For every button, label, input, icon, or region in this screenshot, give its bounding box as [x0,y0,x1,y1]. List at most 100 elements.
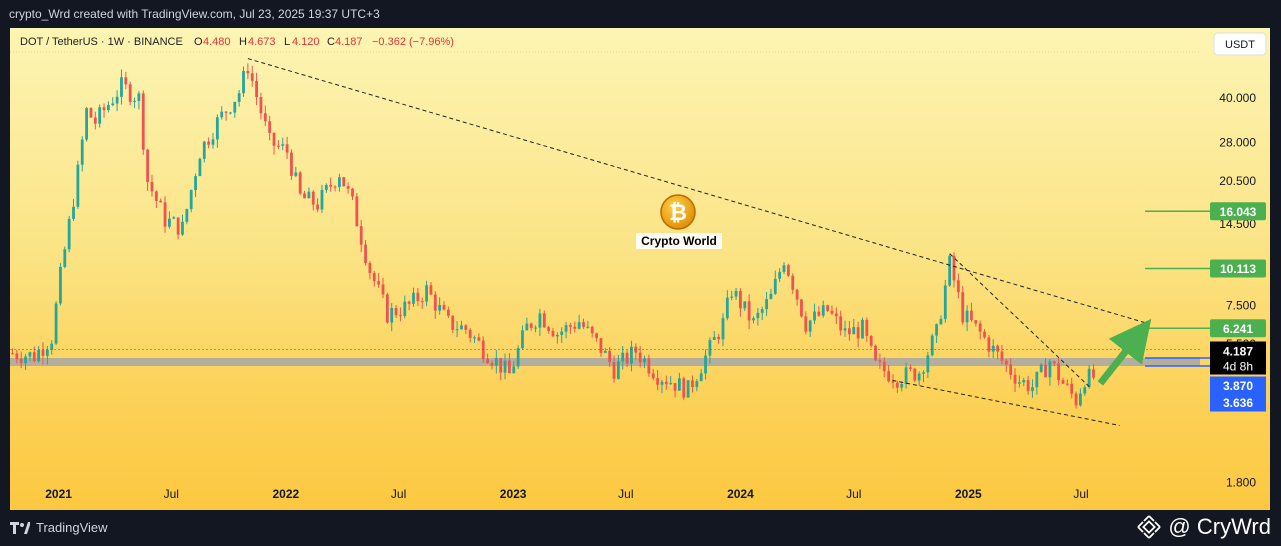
target-label-bg [1210,202,1266,221]
support-label-bg [1210,376,1266,395]
candle-body [237,93,241,102]
candle-body [460,325,463,330]
support-label-1: 3.870 [1223,379,1253,393]
candle-body [93,117,97,124]
candle-body [329,184,333,187]
candle-body [643,358,646,363]
candle-body [647,358,651,374]
candle-body [98,107,102,124]
candle-body [494,358,498,366]
tradingview-logo[interactable]: TradingView [10,520,108,535]
candle-body [887,371,891,382]
candle-body [821,305,825,316]
candle-body [656,378,660,385]
candle-body [11,353,14,355]
chart-background [10,28,1270,510]
candle-body [991,345,995,352]
candle-body [67,218,71,250]
candle-body [974,320,978,324]
candle-body [446,309,450,316]
candle-body [1013,374,1017,384]
candle-body [111,103,115,106]
candle-body [534,327,537,329]
candle-body [63,249,67,267]
candle-body [804,316,808,332]
candle-body [172,217,176,219]
candle-body [41,349,45,356]
candle-body [324,184,328,190]
target-label-1: 16.043 [1220,205,1257,219]
price-chart[interactable]: 40.00028.00020.50014.5007.5005.5001.800 … [0,0,1281,512]
candle-body [246,70,250,74]
candle-body [917,373,921,381]
candle-body [965,310,969,323]
binance-icon [1137,515,1162,539]
candle-body [477,337,481,341]
candle-body [813,311,816,321]
candle-body [503,360,507,373]
candle-body [861,319,864,339]
candle-body [468,329,472,338]
candle-body [586,326,590,328]
price-tick-1: 40.000 [1219,91,1256,105]
candle-body [1044,364,1047,378]
candle-body [852,327,856,335]
candle-body [834,313,838,317]
target-label-3: 6.241 [1223,322,1253,336]
candle-body [603,350,607,353]
candle-body [730,296,734,298]
candle-body [420,301,424,303]
candle-body [242,70,245,94]
author-watermark: @ CryWrd [1136,514,1271,540]
low-value: 4.120 [292,36,320,48]
candle-body [712,336,716,340]
candle-body [651,373,655,379]
support-label-bg [1210,393,1266,412]
candle-body [630,346,633,364]
price-tick-7: 1.800 [1226,475,1256,489]
candle-body [207,141,211,145]
candle-body [599,338,603,353]
candle-body [516,348,520,367]
candle-body [508,360,511,374]
candle-body [320,189,324,210]
candle-body [298,172,302,194]
candle-body [268,121,272,133]
candle-body [638,352,642,363]
candle-body [1061,380,1065,384]
candle-body [621,352,625,362]
candle-body [1039,364,1043,372]
candle-body [124,77,128,85]
candle-body [778,271,782,279]
time-tick-4: Jul [391,487,406,501]
trendline-3 [892,379,1120,426]
candle-body [28,352,32,357]
currency-button[interactable]: USDT [1213,32,1267,56]
candle-body [250,73,254,81]
symbol-legend: DOT / TetherUS · 1W · BINANCE O 4.480 H … [20,36,454,48]
candle-body [560,331,564,335]
candle-body [120,77,123,97]
candle-body [215,117,219,140]
candle-body [137,93,141,101]
candle-body [521,330,524,349]
candle-body [364,244,367,264]
candle-body [276,145,280,147]
candle-body [547,327,551,331]
candle-body [616,361,620,379]
candle-body [1079,393,1082,406]
candle-body [377,281,381,285]
candle-body [935,324,938,336]
candle-body [351,188,354,197]
candle-body [1074,393,1078,406]
time-tick-5: 2023 [500,487,527,501]
candle-body [311,191,315,205]
candle-body [442,305,446,310]
candle-body [294,172,298,176]
price-tick-2: 28.000 [1219,135,1256,149]
candle-body [848,328,851,335]
candle-body [255,80,258,98]
candle-body [416,292,420,302]
candle-body [882,361,886,372]
